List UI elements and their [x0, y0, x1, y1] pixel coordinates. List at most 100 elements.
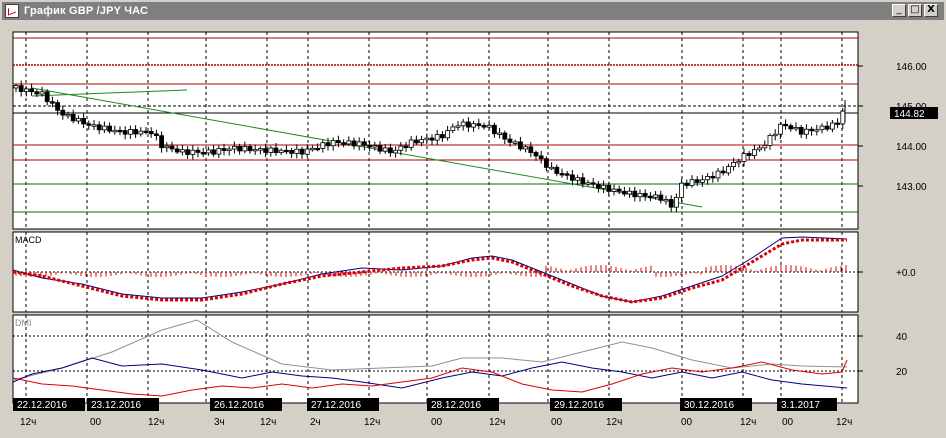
dmi-plus-line	[12, 357, 848, 389]
hour-label: 3ч	[214, 417, 225, 428]
candle-body	[81, 118, 86, 125]
candle-body	[315, 147, 321, 151]
candle-body	[804, 128, 809, 135]
hour-label: 00	[90, 417, 102, 428]
hour-label: 12ч	[148, 417, 164, 428]
maximize-button[interactable]: □	[908, 4, 922, 17]
macd-zero-tick: +0.0	[896, 268, 916, 279]
candle-body	[330, 140, 336, 147]
candle-body	[34, 91, 40, 95]
candle-body	[596, 183, 601, 189]
candle-body	[580, 177, 586, 185]
hour-label: 00	[782, 417, 794, 428]
candle-body	[481, 125, 487, 128]
price-panel[interactable]	[12, 31, 859, 230]
candle-body	[335, 140, 341, 144]
candle-body	[528, 146, 534, 154]
candle-body	[372, 145, 378, 148]
candle-body	[367, 145, 373, 148]
date-label-box	[87, 398, 159, 411]
chart-app-icon	[5, 4, 19, 18]
candle-body	[710, 175, 716, 179]
candle-body	[471, 123, 477, 128]
chart-area[interactable]: MACD DMI 146.00 145.00 144.00 143.00 144…	[2, 22, 944, 433]
candle-body	[611, 188, 617, 192]
candle-body	[419, 139, 425, 144]
candle-body	[720, 170, 726, 174]
candle-body	[752, 149, 757, 156]
candle-body	[486, 124, 492, 128]
dmi-tick: 20	[896, 367, 908, 378]
title-bar[interactable]: График GBP /JPY ЧАС _ □ X	[2, 2, 944, 20]
candle-body	[564, 173, 570, 176]
candle-body	[512, 141, 518, 144]
macd-label: MACD	[15, 235, 42, 245]
candle-body	[76, 118, 81, 122]
candle-body	[642, 192, 648, 197]
candle-body	[726, 166, 731, 174]
price-tick: 146.00	[896, 62, 927, 73]
candle-body	[502, 132, 508, 140]
candle-body	[783, 123, 788, 127]
date-label-box	[777, 398, 837, 411]
hour-labels: 12ч 00 12ч 3ч 12ч 2ч 12ч 00 12ч 00 12ч 00 12ч 00 12ч	[20, 417, 852, 428]
candle-body	[549, 166, 554, 170]
hour-label: 00	[551, 417, 563, 428]
close-button[interactable]: X	[924, 4, 938, 17]
candle-body	[86, 123, 92, 126]
candle-body	[91, 124, 97, 127]
candle-body	[570, 174, 575, 181]
candle-body	[221, 148, 227, 151]
candle-body	[117, 129, 123, 133]
candle-body	[814, 129, 820, 132]
candle-body	[263, 148, 269, 153]
candle-body	[13, 85, 19, 89]
candle-body	[601, 184, 606, 189]
candle-body	[585, 182, 591, 185]
hour-label: 12ч	[20, 417, 36, 428]
candle-body	[231, 146, 237, 150]
candle-body	[55, 102, 60, 111]
candle-body	[361, 141, 367, 146]
candle-body	[289, 149, 295, 154]
date-label-box	[13, 398, 85, 411]
candle-body	[538, 155, 544, 160]
candle-body	[320, 142, 326, 149]
candle-body	[793, 127, 799, 130]
candle-body	[128, 129, 133, 135]
candle-body	[835, 122, 840, 125]
candle-body	[575, 177, 580, 181]
candle-body	[767, 135, 773, 146]
candle-body	[606, 184, 612, 192]
date-label: 28.12.2016	[431, 400, 481, 411]
date-label: 27.12.2016	[311, 400, 361, 411]
candle-body	[211, 149, 217, 155]
candle-body	[741, 153, 747, 162]
candle-body	[840, 110, 846, 125]
date-label: 30.12.2016	[684, 400, 734, 411]
candle-body	[663, 199, 669, 202]
candle-body	[523, 146, 528, 150]
dmi-panel[interactable]	[12, 314, 859, 404]
candle-body	[122, 130, 128, 135]
candle-body	[819, 125, 825, 131]
candle-body	[700, 179, 705, 183]
candle-body	[632, 190, 638, 198]
candle-body	[179, 149, 185, 153]
candle-body	[715, 170, 721, 179]
candle-body	[226, 148, 232, 152]
candle-body	[18, 85, 24, 92]
candle-body	[689, 179, 695, 186]
candle-body	[247, 146, 253, 152]
candle-body	[622, 190, 627, 195]
dmi-minus-line	[12, 359, 848, 397]
candle-body	[29, 88, 35, 93]
candle-body	[809, 128, 814, 132]
date-label: 26.12.2016	[214, 400, 264, 411]
candle-body	[762, 145, 768, 149]
candle-body	[356, 141, 362, 147]
dmi-label: DMI	[15, 318, 32, 328]
candle-body	[242, 146, 248, 152]
current-price-box	[890, 107, 938, 119]
minimize-button[interactable]: _	[892, 4, 906, 17]
